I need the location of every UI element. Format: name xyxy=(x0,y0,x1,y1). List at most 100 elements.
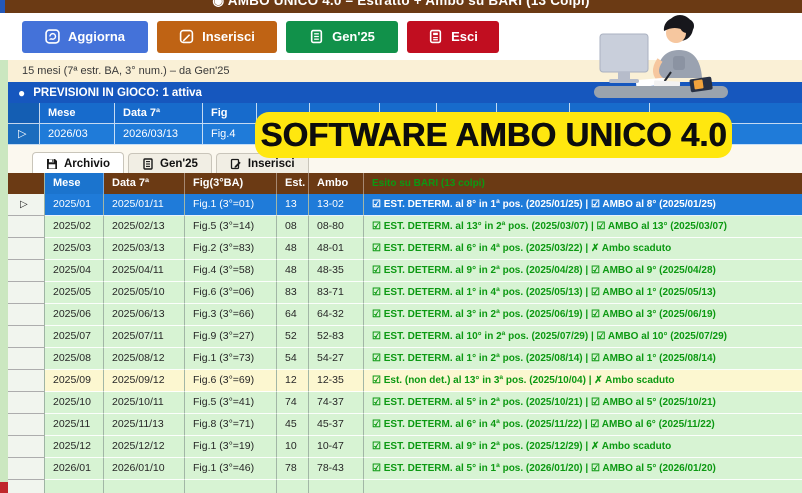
previsioni-cell-mese: 2026/03 xyxy=(40,124,115,145)
gen25-button[interactable]: Gen'25 xyxy=(286,20,398,53)
cell-ambo: 52-83 xyxy=(309,326,364,348)
header-est: Est. xyxy=(277,173,309,194)
aggiorna-button-label: Aggiorna xyxy=(67,29,126,44)
cell-mese: 2025/06 xyxy=(45,304,104,326)
cell-est: 52 xyxy=(277,326,309,348)
refresh-icon xyxy=(45,29,60,44)
cell-mese: 2025/10 xyxy=(45,392,104,414)
cell-data7: 2025/01/11 xyxy=(104,194,185,216)
previsioni-selector-header xyxy=(8,103,40,124)
tab-inserisci[interactable]: Inserisci xyxy=(215,153,309,174)
cell-data7: 2025/08/12 xyxy=(104,348,185,370)
inserisci-button[interactable]: Inserisci xyxy=(157,20,277,53)
table-row[interactable]: ▷ 2025/01 2025/01/11 Fig.1 (3°=01) 13 13… xyxy=(8,194,802,216)
row-selector-marker xyxy=(8,436,45,458)
row-selector-marker xyxy=(8,304,45,326)
table-row[interactable]: 2025/05 2025/05/10 Fig.6 (3°=06) 83 83-7… xyxy=(8,282,802,304)
cell-esito: ☑ EST. DETERM. al 5° in 1ª pos. (2026/01… xyxy=(364,458,802,480)
title-bar-notch xyxy=(0,0,5,13)
cell-ambo: 45-37 xyxy=(309,414,364,436)
inserisci-button-label: Inserisci xyxy=(202,29,255,44)
previsioni-bar-text: PREVISIONI IN GIOCO: 1 attiva xyxy=(33,86,202,99)
cell-fig xyxy=(185,480,277,493)
table-row[interactable] xyxy=(8,480,802,493)
cell-mese: 2026/01 xyxy=(45,458,104,480)
bottom-left-corner-fragment xyxy=(0,482,9,493)
tab-archivio[interactable]: Archivio xyxy=(32,152,125,174)
table-row[interactable]: 2025/02 2025/02/13 Fig.5 (3°=14) 08 08-8… xyxy=(8,216,802,238)
cell-fig: Fig.2 (3°=83) xyxy=(185,238,277,260)
cell-esito: ☑ EST. DETERM. al 6° in 4ª pos. (2025/03… xyxy=(364,238,802,260)
cell-est: 48 xyxy=(277,238,309,260)
cell-data7: 2025/10/11 xyxy=(104,392,185,414)
aggiorna-button[interactable]: Aggiorna xyxy=(22,20,148,53)
archive-table: Mese Data 7ª Fig(3°BA) Est. Ambo Esito s… xyxy=(8,173,802,493)
cell-data7: 2025/11/13 xyxy=(104,414,185,436)
cell-data7: 2025/04/11 xyxy=(104,260,185,282)
table-row[interactable]: 2025/04 2025/04/11 Fig.4 (3°=58) 48 48-3… xyxy=(8,260,802,282)
previsioni-header-fig: Fig xyxy=(203,103,257,124)
previsioni-header-mese: Mese xyxy=(40,103,115,124)
cell-data7: 2025/07/11 xyxy=(104,326,185,348)
app-title: ◉ AMBO UNICO 4.0 – Estratto + Ambo su BA… xyxy=(212,0,590,8)
table-row[interactable]: 2025/10 2025/10/11 Fig.5 (3°=41) 74 74-3… xyxy=(8,392,802,414)
row-selector-marker xyxy=(8,282,45,304)
pencil-document-icon xyxy=(179,29,194,44)
cell-est: 48 xyxy=(277,260,309,282)
cell-fig: Fig.1 (3°=01) xyxy=(185,194,277,216)
table-row[interactable]: 2025/08 2025/08/12 Fig.1 (3°=73) 54 54-2… xyxy=(8,348,802,370)
cell-est: 78 xyxy=(277,458,309,480)
row-selector-marker xyxy=(8,458,45,480)
cell-fig: Fig.3 (3°=66) xyxy=(185,304,277,326)
row-selector-marker xyxy=(8,238,45,260)
cell-ambo: 48-01 xyxy=(309,238,364,260)
cell-mese: 2025/03 xyxy=(45,238,104,260)
tab-gen25[interactable]: Gen'25 xyxy=(128,153,212,174)
cell-esito: ☑ Est. (non det.) al 13° in 3ª pos. (202… xyxy=(364,370,802,392)
row-selector-marker xyxy=(8,348,45,370)
cell-mese: 2025/12 xyxy=(45,436,104,458)
floppy-disk-icon xyxy=(46,158,58,170)
left-edge-strip xyxy=(0,60,8,493)
cell-ambo: 13-02 xyxy=(309,194,364,216)
cell-fig: Fig.5 (3°=14) xyxy=(185,216,277,238)
esci-button-label: Esci xyxy=(451,29,478,44)
cell-mese: 2025/08 xyxy=(45,348,104,370)
cell-esito: ☑ EST. DETERM. al 13° in 2ª pos. (2025/0… xyxy=(364,216,802,238)
table-row[interactable]: 2025/12 2025/12/12 Fig.1 (3°=19) 10 10-4… xyxy=(8,436,802,458)
cell-fig: Fig.1 (3°=46) xyxy=(185,458,277,480)
table-row[interactable]: 2025/06 2025/06/13 Fig.3 (3°=66) 64 64-3… xyxy=(8,304,802,326)
table-row[interactable]: 2025/09 2025/09/12 Fig.6 (3°=69) 12 12-3… xyxy=(8,370,802,392)
window-title-bar: ◉ AMBO UNICO 4.0 – Estratto + Ambo su BA… xyxy=(0,0,802,13)
cell-est: 08 xyxy=(277,216,309,238)
row-selector-marker: ▷ xyxy=(8,124,40,145)
row-selector-marker: ▷ xyxy=(8,194,45,216)
esci-button[interactable]: Esci xyxy=(407,20,499,53)
archive-table-body: ▷ 2025/01 2025/01/11 Fig.1 (3°=01) 13 13… xyxy=(8,194,802,493)
cell-ambo: 74-37 xyxy=(309,392,364,414)
archive-table-header: Mese Data 7ª Fig(3°BA) Est. Ambo Esito s… xyxy=(8,173,802,194)
cell-est: 45 xyxy=(277,414,309,436)
cell-est: 74 xyxy=(277,392,309,414)
row-selector-marker xyxy=(8,326,45,348)
header-selector xyxy=(8,173,45,194)
cell-est xyxy=(277,480,309,493)
cell-esito: ☑ EST. DETERM. al 3° in 2ª pos. (2025/06… xyxy=(364,304,802,326)
table-row[interactable]: 2026/01 2026/01/10 Fig.1 (3°=46) 78 78-4… xyxy=(8,458,802,480)
table-row[interactable]: 2025/03 2025/03/13 Fig.2 (3°=83) 48 48-0… xyxy=(8,238,802,260)
previsioni-cell-fig: Fig.4 xyxy=(203,124,257,145)
cell-mese: 2025/02 xyxy=(45,216,104,238)
table-row[interactable]: 2025/11 2025/11/13 Fig.8 (3°=71) 45 45-3… xyxy=(8,414,802,436)
cell-esito: ☑ EST. DETERM. al 9° in 2ª pos. (2025/04… xyxy=(364,260,802,282)
table-row[interactable]: 2025/07 2025/07/11 Fig.9 (3°=27) 52 52-8… xyxy=(8,326,802,348)
cell-est: 64 xyxy=(277,304,309,326)
row-selector-marker xyxy=(8,414,45,436)
cell-mese: 2025/09 xyxy=(45,370,104,392)
header-esito: Esito su BARI (13 colpi) xyxy=(372,178,485,189)
cell-mese: 2025/04 xyxy=(45,260,104,282)
software-badge-text: SOFTWARE AMBO UNICO 4.0 xyxy=(260,116,727,153)
header-mese: Mese xyxy=(45,173,104,194)
tab-archivio-label: Archivio xyxy=(64,157,111,170)
period-info-text: 15 mesi (7ª estr. BA, 3° num.) – da Gen'… xyxy=(22,65,230,77)
cell-mese: 2025/01 xyxy=(45,194,104,216)
